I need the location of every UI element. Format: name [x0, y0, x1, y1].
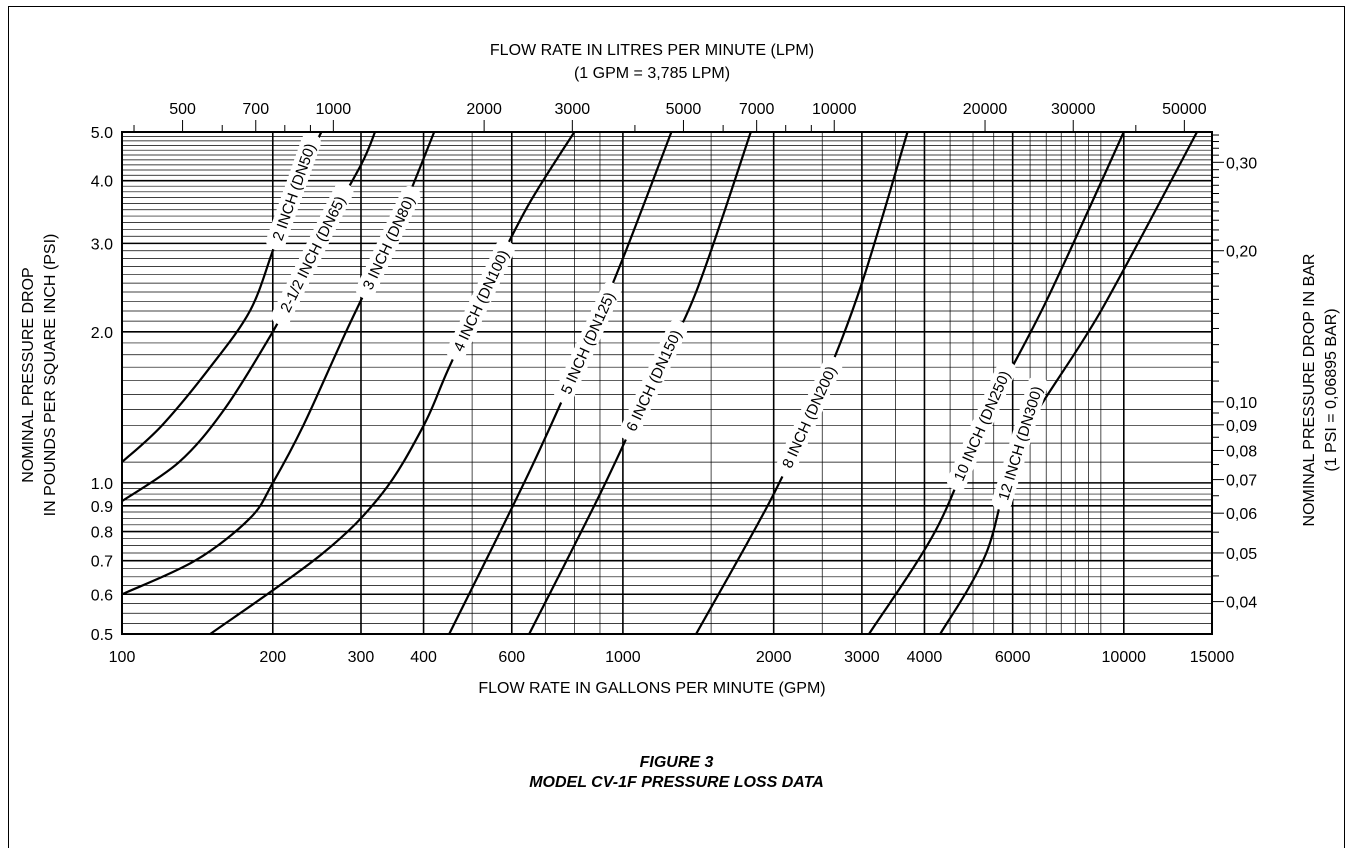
y2-axis-note: (1 PSI = 0,06895 BAR): [1323, 308, 1340, 471]
x-tick-label: 15000: [1190, 649, 1235, 666]
x2-tick-label: 2000: [466, 101, 502, 118]
curve-labels: 2 INCH (DN50)2-1/2 INCH (DN65) 3 INCH (DN…: [266, 133, 1048, 511]
y-axis-title-line2: IN POUNDS PER SQUARE INCH (PSI): [42, 234, 59, 517]
x-tick-label: 100: [109, 649, 136, 666]
x2-tick-label: 700: [242, 101, 269, 118]
series-curve: [209, 131, 576, 635]
y-tick-label: 0.8: [91, 525, 113, 542]
series-curve: [939, 131, 1198, 635]
series-label-bg: [355, 185, 421, 300]
x-tick-label: 10000: [1102, 649, 1147, 666]
x2-tick-label: 3000: [555, 101, 591, 118]
x-tick-label: 3000: [844, 649, 880, 666]
x2-tick-label: 5000: [666, 101, 702, 118]
series-label-group: 4 INCH (DN100): [446, 239, 515, 362]
x2-tick-label: 30000: [1051, 101, 1096, 118]
series-label: 4 INCH (DN100): [450, 248, 512, 355]
y-tick-label: 0.5: [91, 627, 113, 644]
plot-frame: [121, 131, 1213, 635]
axis-ticks: [133, 120, 1224, 603]
series-label: 8 INCH (DN200): [779, 364, 840, 471]
series-label-bg: [266, 133, 321, 251]
series-label-bg: [446, 239, 515, 362]
y-tick-label: 0.7: [91, 554, 113, 571]
series-label: 6 INCH (DN150): [623, 327, 685, 434]
x2-tick-label: 20000: [963, 101, 1008, 118]
x2-axis-title: FLOW RATE IN LITRES PER MINUTE (LPM): [490, 42, 814, 59]
page-frame: [8, 6, 1345, 848]
figure-title: MODEL CV-1F PRESSURE LOSS DATA: [529, 774, 824, 791]
series-label-bg: [271, 182, 354, 326]
figure-number: FIGURE 3: [639, 754, 714, 771]
x2-axis-note: (1 GPM = 3,785 LPM): [574, 65, 730, 82]
y2-axis-title: NOMINAL PRESSURE DROP IN BAR: [1301, 254, 1318, 527]
y2-tick-label: 0,10: [1226, 395, 1257, 412]
y2-tick-label: 0,07: [1226, 473, 1257, 490]
y-tick-label: 4.0: [91, 174, 113, 191]
series-label-bg: [991, 375, 1048, 511]
x2-tick-label: 10000: [812, 101, 857, 118]
series-label-bg: [554, 281, 621, 404]
y2-tick-label: 0,06: [1226, 506, 1257, 523]
y2-tick-label: 0,05: [1226, 546, 1257, 563]
x-tick-label: 300: [348, 649, 375, 666]
series-label-group: 8 INCH (DN200): [775, 356, 843, 478]
y-axis-title: NOMINAL PRESSURE DROP: [20, 267, 37, 482]
plot-border: [121, 131, 1213, 635]
series-label-bg: [619, 319, 688, 442]
y2-tick-label: 0,08: [1226, 443, 1257, 460]
x-tick-label: 2000: [756, 649, 792, 666]
y-tick-label: 1.0: [91, 476, 113, 493]
x2-tick-label: 500: [169, 101, 196, 118]
series-label-bg: [946, 360, 1017, 491]
series-label-bg: [775, 356, 843, 478]
x-tick-label: 6000: [995, 649, 1031, 666]
x-tick-label: 600: [498, 649, 525, 666]
y-tick-label: 5.0: [91, 125, 113, 142]
y2-tick-label: 0,30: [1226, 155, 1257, 172]
x-tick-label: 4000: [907, 649, 943, 666]
y2-tick-label: 0,20: [1226, 244, 1257, 261]
y-tick-label: 0.9: [91, 499, 113, 516]
y-tick-label: 2.0: [91, 325, 113, 342]
x-tick-label: 200: [259, 649, 286, 666]
y2-tick-label: 0,04: [1226, 595, 1257, 612]
series-curve: [695, 131, 909, 635]
x-tick-label: 400: [410, 649, 437, 666]
axis-text: 100 200 300 400 600 1000 2000 3000 4000 6000 10000…: [20, 42, 1340, 697]
y-tick-label: 0.6: [91, 587, 113, 604]
y-axis-title-group: NOMINAL PRESSURE DROP IN POUNDS PER SQUAR…: [20, 234, 59, 517]
x-tick-label: 1000: [605, 649, 641, 666]
x2-tick-label: 7000: [739, 101, 775, 118]
y-tick-label: 3.0: [91, 236, 113, 253]
x2-tick-label: 50000: [1162, 101, 1207, 118]
series-label: 5 INCH (DN125): [558, 290, 619, 397]
x-axis-title: FLOW RATE IN GALLONS PER MINUTE (GPM): [478, 680, 825, 697]
grid: [121, 131, 1213, 635]
x2-tick-label: 1000: [316, 101, 352, 118]
y2-tick-label: 0,09: [1226, 418, 1257, 435]
